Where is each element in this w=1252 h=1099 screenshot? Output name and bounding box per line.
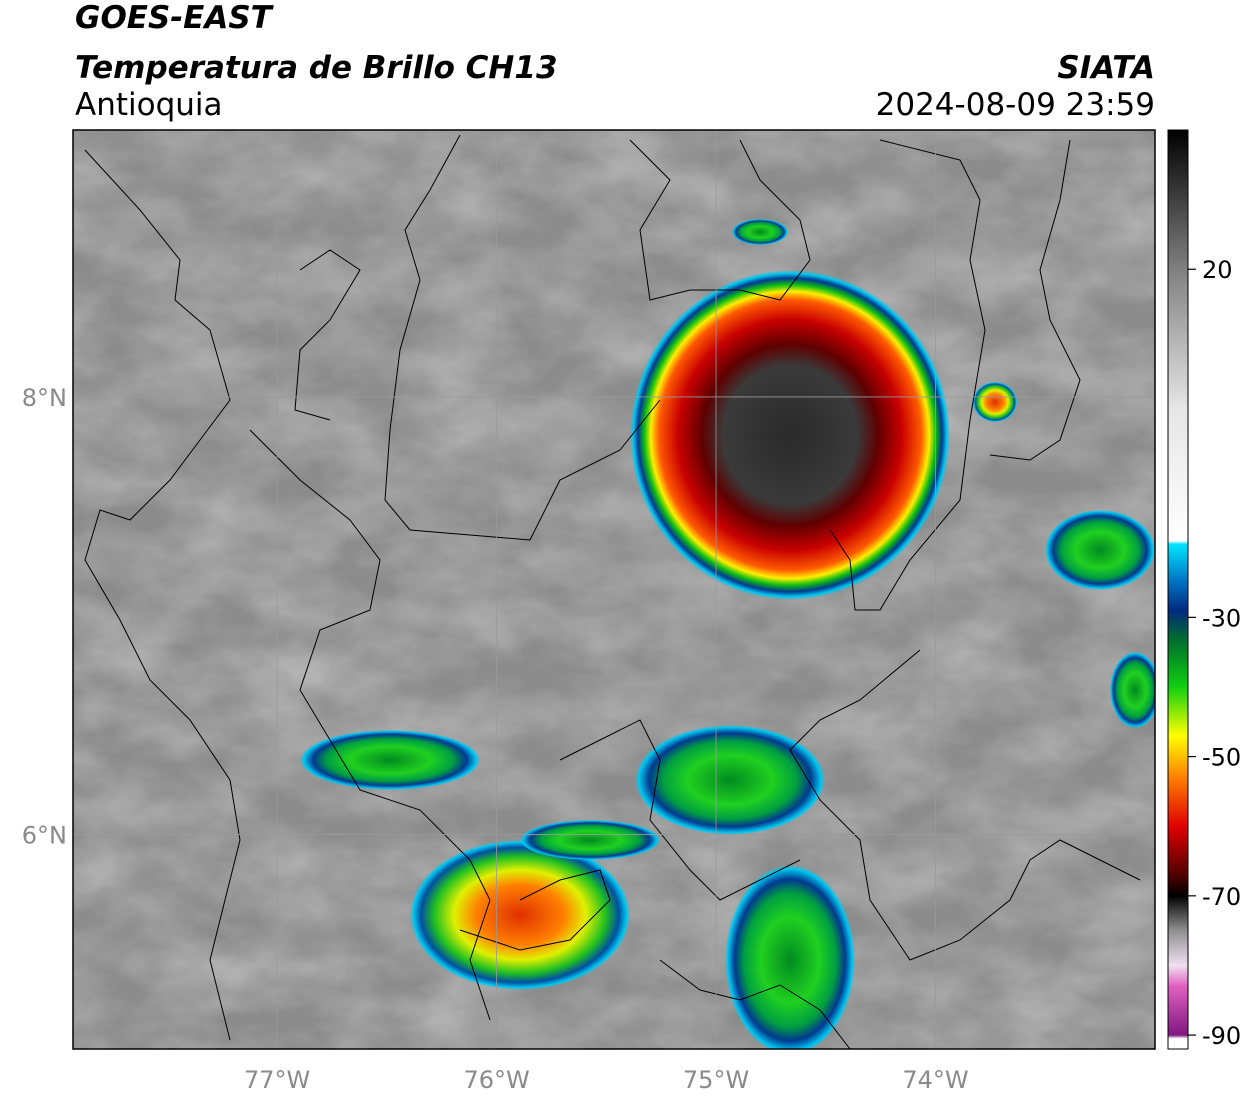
colorbar <box>1167 129 1189 1050</box>
region: Antioquia <box>75 87 223 123</box>
y-tick-label: 6°N <box>22 822 67 850</box>
x-tick-label: 77°W <box>244 1066 310 1094</box>
colorbar-tick-label: -90 <box>1202 1022 1241 1050</box>
colorbar-tick-label: -30 <box>1202 604 1241 632</box>
agency: SIATA <box>1057 50 1155 86</box>
map-frame <box>72 129 1156 1050</box>
datetime: 2024-08-09 23:59 <box>876 87 1155 123</box>
x-tick-label: 75°W <box>683 1066 749 1094</box>
x-tick-label: 76°W <box>463 1066 529 1094</box>
x-tick-label: 74°W <box>902 1066 968 1094</box>
satellite-title: GOES-EAST <box>75 0 275 36</box>
map-area <box>73 130 1155 1049</box>
storm-cell <box>725 865 855 1049</box>
product-title: Temperatura de Brillo CH13 <box>75 50 558 86</box>
storm-cell <box>410 840 630 990</box>
y-tick-label: 8°N <box>22 384 67 412</box>
colorbar-tick-label: -50 <box>1202 744 1241 772</box>
storm-cell <box>520 820 660 860</box>
storm-cell <box>630 270 950 600</box>
storm-cell <box>732 219 788 245</box>
storm-cell <box>973 382 1017 422</box>
colorbar-tick-label: -70 <box>1202 883 1241 911</box>
storm-cell <box>300 730 480 790</box>
storm-cell <box>1110 652 1155 728</box>
storm-cell <box>1045 510 1155 590</box>
borders <box>84 134 1141 1049</box>
grid <box>73 130 1155 1049</box>
storm-cell <box>635 725 825 835</box>
colorbar-tick-label: 20 <box>1202 256 1233 284</box>
